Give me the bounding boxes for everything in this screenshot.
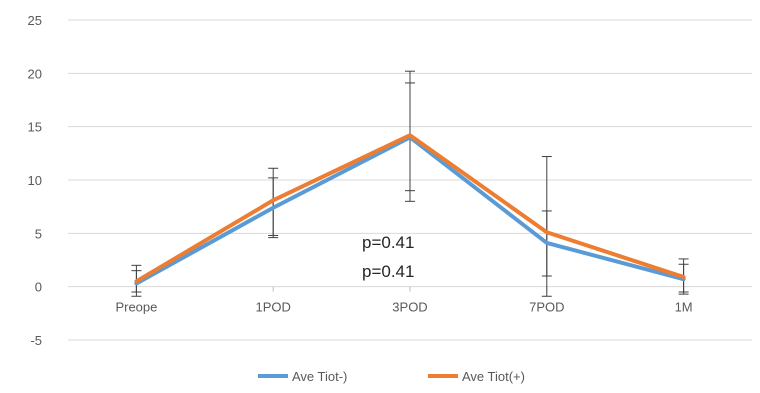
legend-label-1: Ave Tiot-) — [292, 369, 347, 384]
annotation-p-value-2: p=0.41 — [362, 262, 414, 281]
y-tick-label: 5 — [35, 226, 42, 241]
x-tick-label: Preope — [115, 300, 157, 315]
series-lines — [134, 133, 686, 286]
legend: Ave Tiot-) Ave Tiot(+) — [258, 369, 525, 384]
x-tick-label: 1POD — [255, 300, 290, 315]
annotation-p-value-1: p=0.41 — [362, 233, 414, 252]
y-tick-label: 0 — [35, 280, 42, 295]
x-tick-label: 1M — [675, 300, 693, 315]
y-tick-label: 15 — [28, 120, 42, 135]
y-tick-label: 20 — [28, 66, 42, 81]
y-tick-label: -5 — [30, 333, 42, 348]
y-axis-tick-labels: -5 0 5 10 15 20 25 — [28, 13, 42, 348]
x-tick-label: 3POD — [392, 300, 427, 315]
y-tick-label: 25 — [28, 13, 42, 28]
legend-label-2: Ave Tiot(+) — [462, 369, 525, 384]
x-axis-tick-labels: Preope 1POD 3POD 7POD 1M — [115, 286, 693, 315]
x-tick-label: 7POD — [529, 300, 564, 315]
series-line-2 — [134, 133, 686, 284]
y-tick-label: 10 — [28, 173, 42, 188]
